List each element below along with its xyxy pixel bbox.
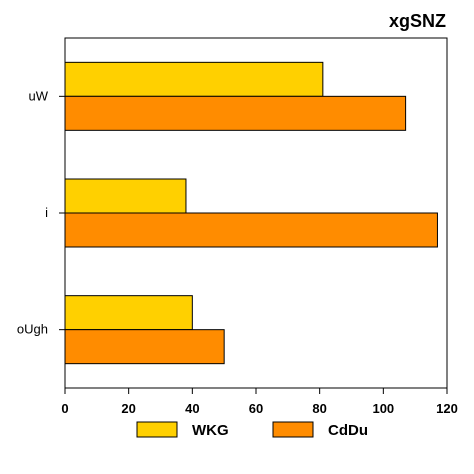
- legend-swatch-wkg: [136, 421, 178, 438]
- legend-label-cddu: CdDu: [328, 422, 368, 439]
- bars-layer: [64, 61, 438, 365]
- y-tick-label: i: [45, 205, 48, 220]
- x-tick-label: 120: [436, 401, 458, 416]
- x-tick-label: 80: [312, 401, 326, 416]
- bar-cddu-uw: [64, 95, 407, 131]
- chart-title: xgSNZ: [389, 11, 446, 31]
- x-tick-label: 0: [61, 401, 68, 416]
- bar-cddu-ough: [64, 329, 225, 365]
- bar-wkg-i: [64, 178, 187, 214]
- x-tick-label: 100: [372, 401, 394, 416]
- legend-label-wkg: WKG: [192, 422, 229, 439]
- y-tick-label: uW: [29, 88, 49, 103]
- bar-wkg-ough: [64, 295, 193, 331]
- ticks-layer: uW i oUgh 0 20 40 60 80 100 120: [17, 88, 458, 416]
- y-tick-label: oUgh: [17, 322, 48, 337]
- x-tick-label: 60: [249, 401, 263, 416]
- legend: WKG CdDu: [136, 421, 368, 439]
- x-tick-label: 20: [121, 401, 135, 416]
- bar-cddu-i: [64, 212, 438, 248]
- bar-wkg-uw: [64, 61, 324, 97]
- x-tick-label: 40: [185, 401, 199, 416]
- legend-swatch-cddu: [272, 421, 314, 438]
